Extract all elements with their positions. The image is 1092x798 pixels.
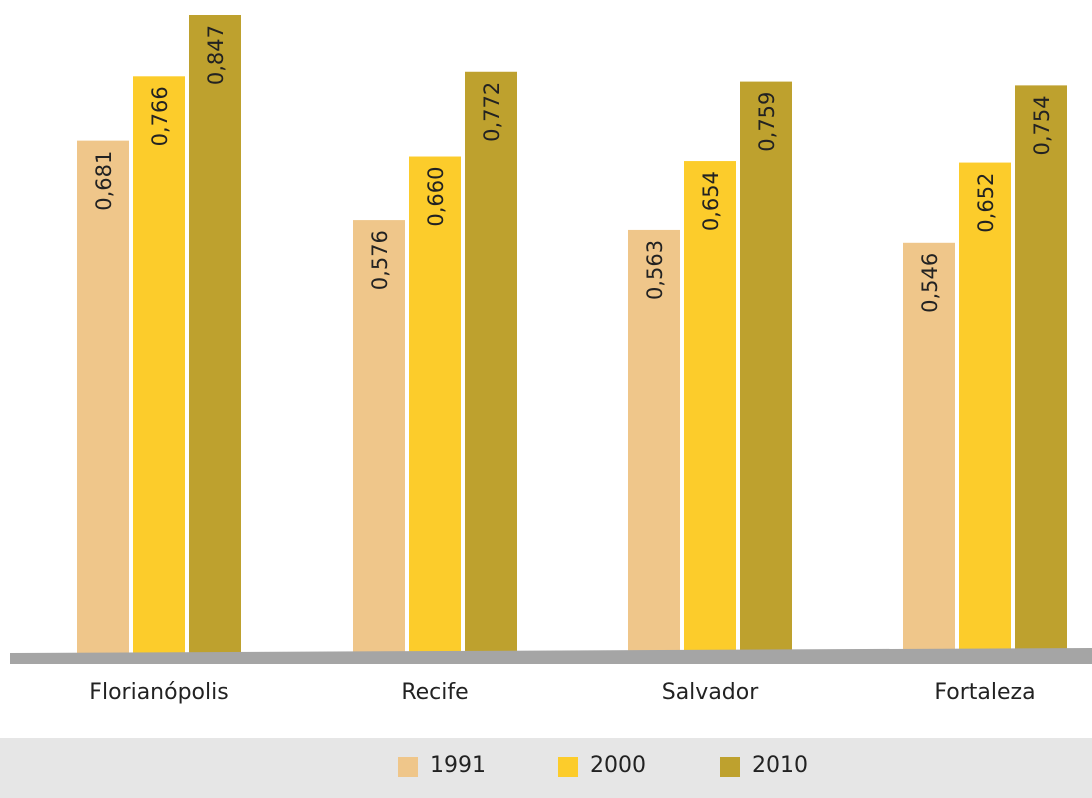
bar-2010-3 (1015, 85, 1067, 656)
data-label-2010-1: 0,772 (480, 82, 504, 142)
bar-2010-1 (465, 71, 517, 656)
bar-2000-2 (684, 161, 736, 656)
x-axis-line (10, 648, 1092, 664)
data-label-1991-2: 0,563 (643, 240, 667, 300)
bar-1991-0 (77, 140, 129, 656)
legend-label-2010: 2010 (752, 753, 808, 778)
data-label-1991-1: 0,576 (368, 230, 392, 290)
data-label-2000-2: 0,654 (699, 171, 723, 231)
bar-chart: 0,681 0,766 0,847 0,576 0,660 0,772 0,563 0,654… (10, 15, 1092, 664)
legend-label-2000: 2000 (590, 753, 646, 778)
data-label-2010-3: 0,754 (1030, 95, 1054, 155)
data-label-2000-0: 0,766 (148, 86, 172, 146)
bar-1991-1 (353, 220, 405, 656)
category-label-salvador: Salvador (661, 680, 759, 705)
bar-2010-0 (189, 15, 241, 656)
bar-1991-2 (628, 229, 680, 656)
category-label-florianopolis: Florianópolis (89, 680, 229, 705)
bar-2000-0 (133, 76, 185, 657)
legend: 1991 2000 2010 (0, 738, 1092, 798)
data-label-2000-3: 0,652 (974, 173, 998, 233)
bar-1991-3 (903, 242, 955, 656)
bar-2010-2 (740, 81, 792, 656)
bar-2000-3 (959, 162, 1011, 656)
data-label-2010-2: 0,759 (755, 92, 779, 152)
category-label-recife: Recife (401, 680, 469, 705)
category-label-fortaleza: Fortaleza (934, 680, 1036, 705)
legend-swatch-2010 (720, 757, 740, 777)
legend-label-1991: 1991 (430, 753, 486, 778)
data-label-1991-3: 0,546 (918, 253, 942, 313)
data-label-1991-0: 0,681 (92, 151, 116, 211)
data-label-2000-1: 0,660 (424, 167, 448, 227)
data-label-2010-0: 0,847 (204, 25, 228, 85)
legend-swatch-2000 (558, 757, 578, 777)
legend-swatch-1991 (398, 757, 418, 777)
bar-2000-1 (409, 156, 461, 657)
